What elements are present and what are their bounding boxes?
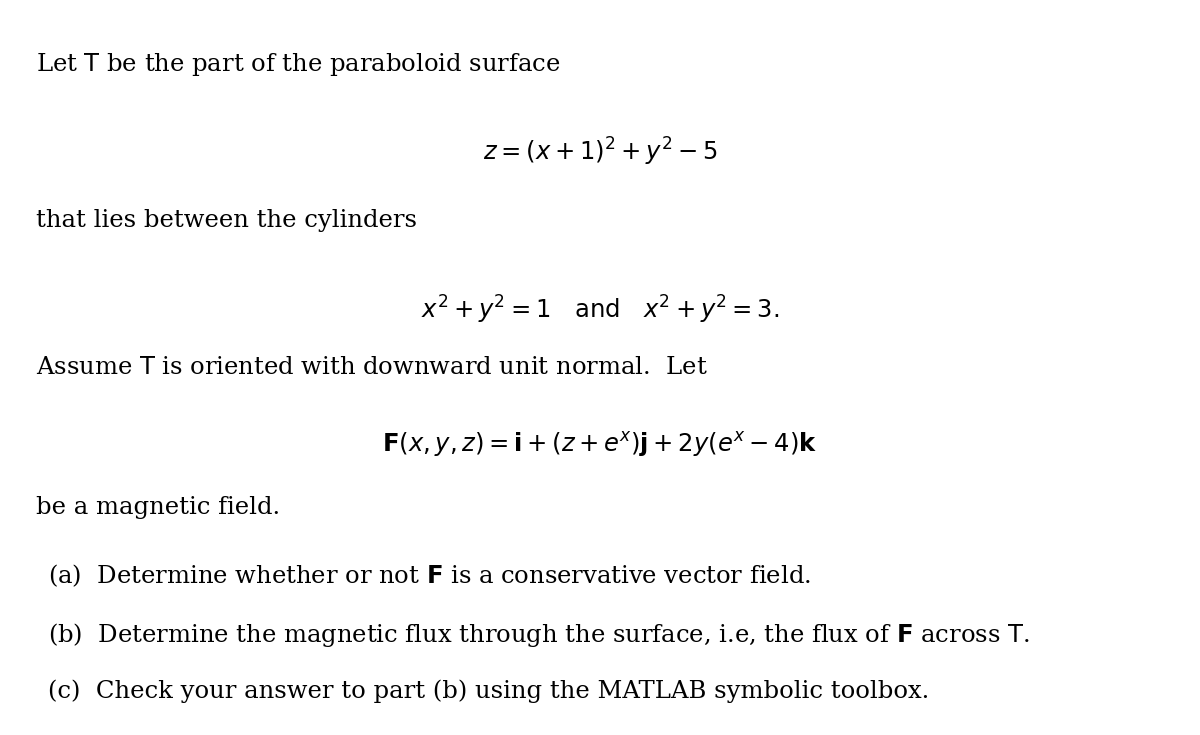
Text: that lies between the cylinders: that lies between the cylinders (36, 209, 418, 232)
Text: (c)  Check your answer to part (b) using the MATLAB symbolic toolbox.: (c) Check your answer to part (b) using … (48, 680, 929, 703)
Text: Assume $\mathsf{T}$ is oriented with downward unit normal.  Let: Assume $\mathsf{T}$ is oriented with dow… (36, 356, 708, 379)
Text: $z = (x+1)^2 + y^2 - 5$: $z = (x+1)^2 + y^2 - 5$ (482, 136, 718, 168)
Text: Let $\mathsf{T}$ be the part of the paraboloid surface: Let $\mathsf{T}$ be the part of the para… (36, 51, 560, 79)
Text: $\mathbf{F}(x, y, z) = \mathbf{i} + (z + e^x)\mathbf{j} + 2y(e^x - 4)\mathbf{k}$: $\mathbf{F}(x, y, z) = \mathbf{i} + (z +… (383, 430, 817, 459)
Text: (b)  Determine the magnetic flux through the surface, i.e, the flux of $\mathbf{: (b) Determine the magnetic flux through … (48, 621, 1030, 649)
Text: $x^2 + y^2 = 1 \quad \text{and} \quad x^2 + y^2 = 3.$: $x^2 + y^2 = 1 \quad \text{and} \quad x^… (421, 294, 779, 326)
Text: (a)  Determine whether or not $\mathbf{F}$ is a conservative vector field.: (a) Determine whether or not $\mathbf{F}… (48, 562, 811, 589)
Text: be a magnetic field.: be a magnetic field. (36, 496, 280, 519)
